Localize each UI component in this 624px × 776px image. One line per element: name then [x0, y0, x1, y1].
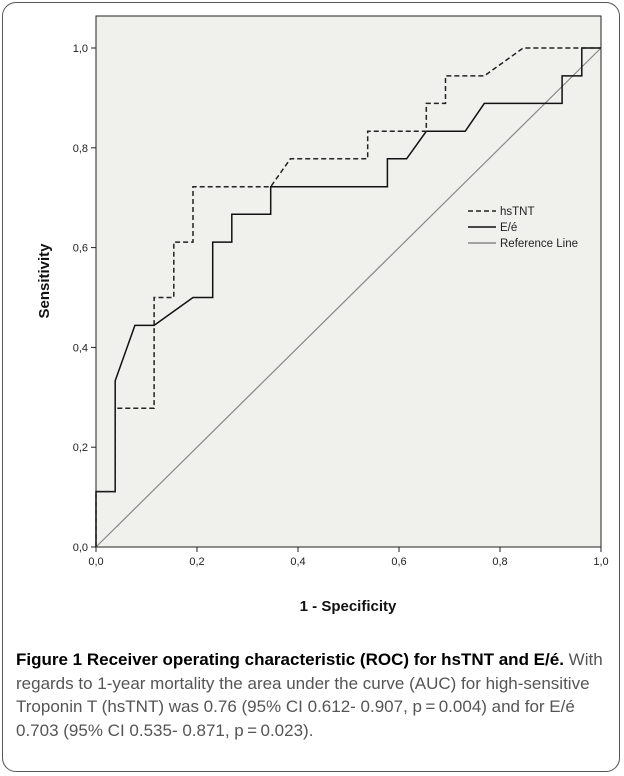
caption-body: With regards to 1-year mortality the are…: [16, 650, 603, 740]
y-tick-label: 0,0: [73, 542, 88, 554]
y-tick-label: 0,2: [73, 442, 88, 454]
legend: hsTNT E/é Reference Line: [468, 206, 578, 250]
axis-ticks: 0,0 0,2 0,4 0,6 0,8 1,0 0,0 0,2 0,4 0,6 0,8 1,0: [73, 43, 609, 568]
plot-area: [95, 15, 602, 548]
legend-label: Reference Line: [500, 238, 578, 250]
y-tick-label: 0,4: [73, 342, 88, 354]
x-tick-label: 0,4: [290, 556, 305, 568]
caption-title: Figure 1 Receiver operating characterist…: [16, 650, 564, 669]
x-axis-label: 1 - Specificity: [300, 598, 397, 615]
x-tick-label: 0,0: [88, 556, 103, 568]
series-group: [95, 47, 602, 548]
x-tick-label: 0,2: [189, 556, 204, 568]
legend-label: hsTNT: [500, 206, 535, 218]
legend-label: E/é: [500, 222, 517, 234]
figure-caption: Figure 1 Receiver operating characterist…: [16, 648, 608, 742]
x-tick-label: 0,8: [492, 556, 507, 568]
roc-chart: 0,0 0,2 0,4 0,6 0,8 1,0 0,0 0,2 0,4 0,6 0,8 1,0 hsT…: [36, 15, 609, 615]
y-tick-label: 0,6: [73, 243, 88, 255]
y-axis-label: Sensitivity: [36, 243, 53, 319]
x-tick-label: 1,0: [593, 556, 608, 568]
series-reference-line-line: [95, 47, 602, 548]
series-e--line: [95, 47, 601, 547]
series-hstnt-line: [95, 47, 601, 547]
y-tick-label: 1,0: [73, 43, 88, 55]
y-tick-label: 0,8: [73, 143, 88, 155]
x-tick-label: 0,6: [391, 556, 406, 568]
